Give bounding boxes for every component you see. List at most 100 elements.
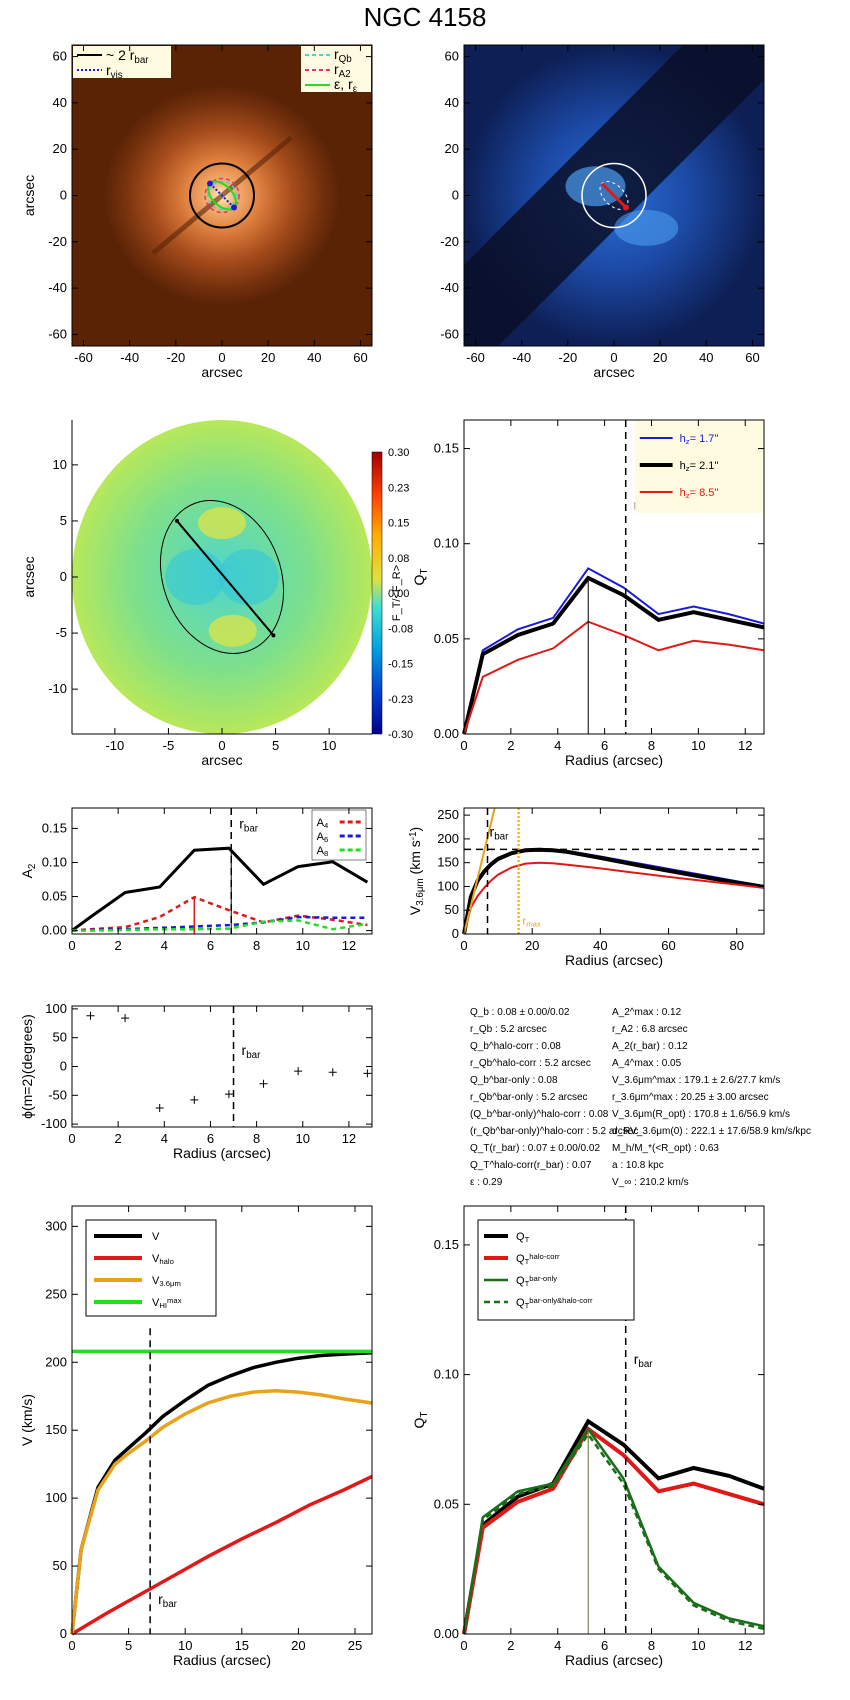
x-tick-label: 6 (207, 1131, 214, 1146)
y-axis-label: arcsec (21, 175, 37, 216)
series-red (463, 861, 765, 935)
y-tick-label: -100 (41, 1116, 67, 1131)
y-tick-label: 0.05 (434, 631, 459, 646)
series-red (463, 620, 765, 735)
legend-label: ~ 2 rbar (106, 47, 149, 66)
x-tick-label: 20 (525, 938, 539, 953)
legend-label: VHImax (152, 1296, 182, 1311)
parameter-line: A_2^max : 0.12 (612, 1007, 682, 1018)
legend-label: A6 (317, 831, 329, 844)
legend-label: hz= 8.5'' (680, 487, 719, 500)
y-tick-label: 250 (45, 1286, 67, 1301)
x-axis-label: arcsec (201, 752, 242, 768)
x-tick-label: -40 (120, 350, 139, 365)
x-axis-label: Radius (arcsec) (565, 1652, 663, 1668)
y-tick-label: -40 (48, 280, 67, 295)
legend-label: ε, rε (334, 76, 358, 95)
legend-left-box (73, 46, 171, 78)
x-tick-label: 4 (554, 738, 561, 753)
y-tick-label: 0.15 (434, 1237, 459, 1252)
y-tick-label: 50 (53, 1030, 67, 1045)
x-tick-label: 12 (342, 938, 356, 953)
y-tick-label: 5 (60, 513, 67, 528)
rvis-line (209, 182, 235, 209)
parameter-line: r_Qb^halo-corr : 5.2 arcsec (470, 1058, 591, 1069)
series-V_halo (71, 1474, 373, 1636)
legend-label: Vhalo (152, 1253, 174, 1266)
x-tick-label: 40 (593, 938, 607, 953)
series-Q_T^bar-only&halo-corr (462, 1432, 765, 1635)
y-axis-label: QT (411, 1412, 430, 1429)
series-black (462, 847, 765, 935)
bar-end-dot (231, 204, 237, 211)
y-tick-label: 200 (437, 831, 459, 846)
y-tick-label: 0.15 (434, 441, 459, 456)
panel-qt-corr: rbar QT QThalo-corr QTbar-only QTbar-only&ha… (411, 1205, 765, 1668)
colorbar-tick-label: 0.23 (388, 482, 409, 494)
map-lobe (208, 614, 257, 647)
x-tick-label: 12 (738, 738, 752, 753)
x-tick-label: 10 (178, 1638, 192, 1653)
x-axis-label: Radius (arcsec) (173, 1652, 271, 1668)
series-blue (463, 567, 765, 735)
legend-label: A8 (317, 845, 329, 858)
x-tick-label: 2 (507, 738, 514, 753)
parameter-line: A_4^max : 0.05 (612, 1058, 682, 1069)
y-tick-label: 300 (45, 1218, 67, 1233)
colorbar-tick-label: -0.30 (388, 729, 413, 741)
series-Q_T (462, 1418, 765, 1635)
x-tick-label: 25 (348, 1638, 362, 1653)
y-axis-label: V3.6μm (km s-1) (407, 827, 426, 915)
y-tick-label: 0.15 (42, 820, 67, 835)
legend-label: V (152, 1231, 160, 1243)
legend-label: rvis (106, 62, 123, 81)
parameter-line: Q_T^halo-corr(r_bar) : 0.07 (470, 1160, 592, 1171)
rbar-label: rbar (158, 1591, 178, 1610)
y-tick-label: -10 (48, 681, 67, 696)
legend-label: hz= 2.1'' (680, 460, 719, 473)
x-tick-label: 10 (691, 738, 705, 753)
x-tick-label: 6 (207, 938, 214, 953)
residual-blob (614, 209, 679, 246)
x-tick-label: 0 (460, 938, 467, 953)
y-tick-label: 20 (53, 141, 67, 156)
x-axis-label: Radius (arcsec) (173, 1145, 271, 1161)
x-tick-label: -5 (163, 738, 175, 753)
x-tick-label: -20 (166, 350, 185, 365)
y-tick-label: 0.05 (434, 1496, 459, 1511)
y-tick-label: 50 (445, 902, 459, 917)
x-tick-label: 40 (699, 350, 713, 365)
colorbar-tick-label: 0.08 (388, 553, 409, 565)
legend-label: QTbar-only&halo-corr (516, 1296, 593, 1311)
two-rbar-circle (189, 162, 255, 229)
y-axis-label: A2 (19, 864, 38, 879)
parameter-line: A_2(r_bar) : 0.12 (612, 1041, 688, 1052)
y-tick-label: 0 (60, 188, 67, 203)
parameter-line: a : 10.8 kpc (612, 1160, 664, 1171)
x-tick-label: 60 (353, 350, 367, 365)
y-tick-label: 40 (445, 95, 459, 110)
colorbar-tick-label: -0.23 (388, 694, 413, 706)
y-tick-label: 40 (53, 95, 67, 110)
colorbar-tick-label: 0.00 (388, 588, 409, 600)
y-tick-label: 0.00 (434, 726, 459, 741)
colorbar-tick-label: 0.30 (388, 447, 409, 459)
phase-point (155, 1103, 164, 1112)
y-tick-label: 0 (60, 569, 67, 584)
y-tick-label: -5 (55, 625, 67, 640)
x-tick-label: 0 (68, 1131, 75, 1146)
y-tick-label: 250 (437, 807, 459, 822)
rbar-label: rbar (490, 824, 510, 843)
plot-frame (463, 419, 765, 735)
x-tick-label: 0 (218, 350, 225, 365)
ra2-circle (204, 177, 240, 214)
legend-label: V3.6μm (152, 1275, 181, 1288)
x-tick-label: 10 (296, 938, 310, 953)
panel-force-ratio-map: 0.30 0.23 0.15 0.08 0.00 -0.08 -0.15 -0.23 -0.30… (21, 420, 413, 768)
legend-label: rQb (334, 46, 352, 65)
colorbar-tick-label: -0.15 (388, 659, 413, 671)
bar-end-dot (623, 204, 629, 211)
panel-qt-hz: rbarhz= 1.7''hz= 2.1''hz= 8.5''024681012… (411, 419, 765, 768)
